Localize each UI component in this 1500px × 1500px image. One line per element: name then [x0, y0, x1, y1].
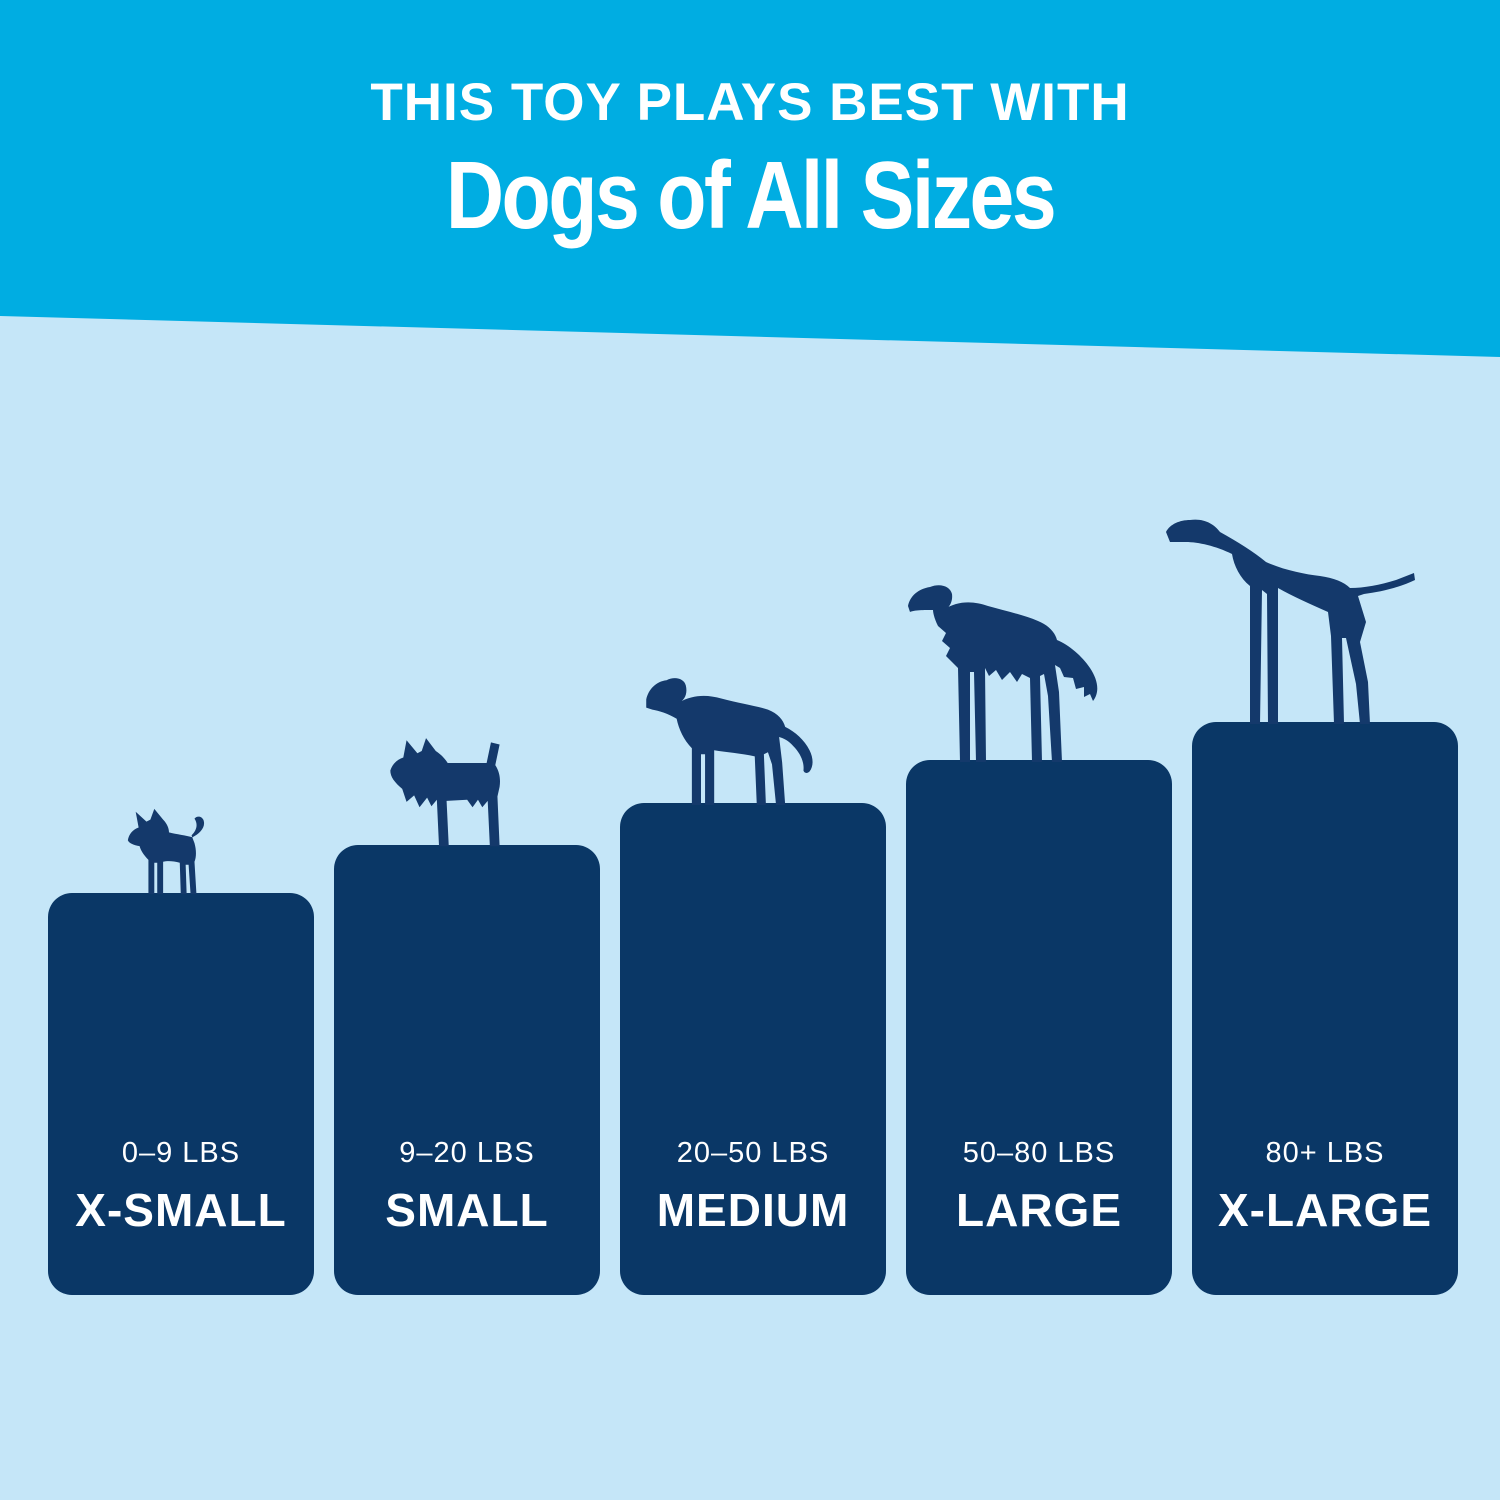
bar-label: 9–20 LBS SMALL	[334, 1137, 600, 1237]
size-bar-medium: 20–50 LBS MEDIUM	[620, 803, 886, 1295]
size-name: X-SMALL	[75, 1184, 287, 1236]
size-name: MEDIUM	[656, 1184, 850, 1236]
size-name: SMALL	[385, 1184, 549, 1236]
header-eyebrow: THIS TOY PLAYS BEST WITH	[370, 73, 1130, 132]
weight-range: 0–9 LBS	[121, 1137, 241, 1169]
size-bar-small: 9–20 LBS SMALL	[334, 845, 600, 1295]
weight-range: 80+ LBS	[1265, 1137, 1385, 1169]
weight-range: 20–50 LBS	[676, 1137, 830, 1169]
pointer-dog-icon	[1166, 519, 1415, 724]
header-banner	[0, 0, 1500, 357]
size-bar-x-large: 80+ LBS X-LARGE	[1192, 722, 1458, 1295]
bar-label: 0–9 LBS X-SMALL	[48, 1137, 314, 1237]
size-bar-large: 50–80 LBS LARGE	[906, 760, 1172, 1295]
size-name: LARGE	[956, 1184, 1122, 1236]
bar-label: 80+ LBS X-LARGE	[1192, 1137, 1458, 1237]
bar-label: 20–50 LBS MEDIUM	[620, 1137, 886, 1237]
weight-range: 9–20 LBS	[399, 1137, 535, 1169]
bar-label: 50–80 LBS LARGE	[906, 1137, 1172, 1237]
size-name: X-LARGE	[1218, 1184, 1432, 1236]
scottish-terrier-icon	[390, 738, 500, 847]
chihuahua-icon	[127, 808, 205, 895]
page-title: Dogs of All Sizes	[445, 142, 1057, 249]
golden-retriever-icon	[908, 585, 1098, 762]
size-bar-x-small: 0–9 LBS X-SMALL	[48, 893, 314, 1295]
weight-range: 50–80 LBS	[962, 1137, 1116, 1169]
labrador-icon	[646, 678, 813, 805]
